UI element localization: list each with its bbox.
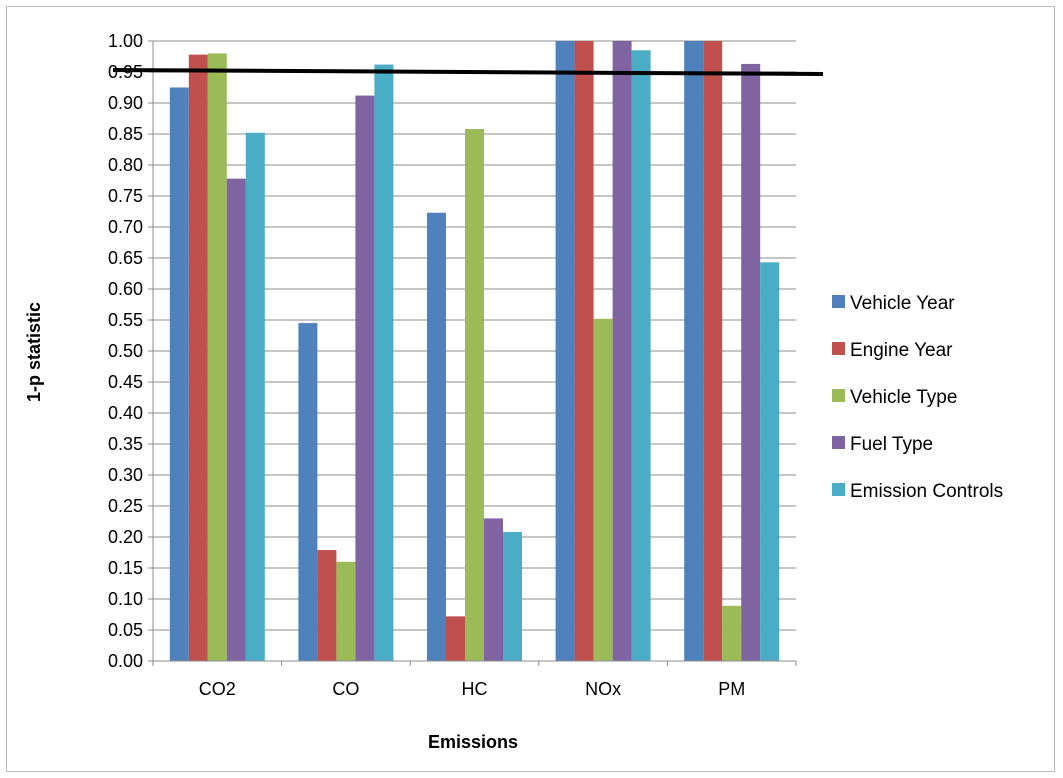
y-tick-label: 0.55 [108,310,143,330]
bar [465,129,484,662]
legend-label: Vehicle Year [850,293,955,314]
bar [245,132,265,661]
tick-labels-layer: 0.00 0.05 0.10 0.15 0.20 0.25 0.30 0.35 0.40 0.45… [108,31,745,699]
bar [722,605,742,661]
y-tick-label: 0.10 [108,589,143,609]
y-tick-label: 0.20 [108,527,143,547]
bar [555,41,575,661]
reference-line-layer [112,68,824,76]
legend-swatch [832,342,845,355]
y-tick-label: 0.45 [108,372,143,392]
x-tick-label: NOx [585,679,621,699]
y-tick-label: 0.60 [108,279,143,299]
bar [374,64,394,661]
legend-swatch [832,389,845,402]
legend-label: Fuel Type [850,434,933,455]
x-tick-label: HC [462,679,488,699]
legend-label: Emission Controls [850,481,1003,502]
bar [226,178,246,661]
bar [169,87,189,661]
y-tick-label: 0.70 [108,217,143,237]
legend-swatch [832,483,845,496]
legend-swatch [832,295,845,308]
bar [574,41,594,661]
legend-swatch [832,436,845,449]
bar [355,95,375,661]
y-tick-label: 0.30 [108,465,143,485]
y-tick-label: 0.95 [108,62,143,82]
y-tick-label: 0.40 [108,403,143,423]
y-tick-label: 1.00 [108,31,143,51]
bar [188,54,208,661]
bar [298,323,318,661]
y-axis-title: 1-p statistic [24,302,44,402]
y-tick-label: 0.00 [108,651,143,671]
x-tick-label: CO [332,679,359,699]
y-tick-label: 0.90 [108,93,143,113]
y-tick-label: 0.35 [108,434,143,454]
bar [631,50,651,662]
y-tick-label: 0.50 [108,341,143,361]
y-tick-label: 0.15 [108,558,143,578]
bar [684,41,704,661]
reference-line [112,68,824,76]
legend: Vehicle Year Engine Year Vehicle Type Fuel … [832,293,1003,502]
x-tick-label: PM [718,679,745,699]
bar [593,318,613,661]
bar [612,41,632,661]
y-tick-label: 0.85 [108,124,143,144]
bar [317,550,337,661]
bar [484,518,503,661]
bar [427,212,446,662]
bar [741,63,761,661]
bar [446,616,465,661]
y-tick-label: 0.65 [108,248,143,268]
y-tick-label: 0.05 [108,620,143,640]
axes-layer [152,41,796,662]
y-tick-label: 0.25 [108,496,143,516]
y-tick-label: 0.80 [108,155,143,175]
bars-layer [169,41,780,662]
bar [336,561,356,661]
bar [703,41,723,661]
legend-label: Engine Year [850,340,953,361]
x-tick-label: CO2 [199,679,236,699]
legend-label: Vehicle Type [850,387,957,408]
y-tick-label: 0.75 [108,186,143,206]
x-axis-title: Emissions [428,732,518,752]
bar [207,53,227,661]
bar [503,532,522,661]
bar [760,262,780,661]
